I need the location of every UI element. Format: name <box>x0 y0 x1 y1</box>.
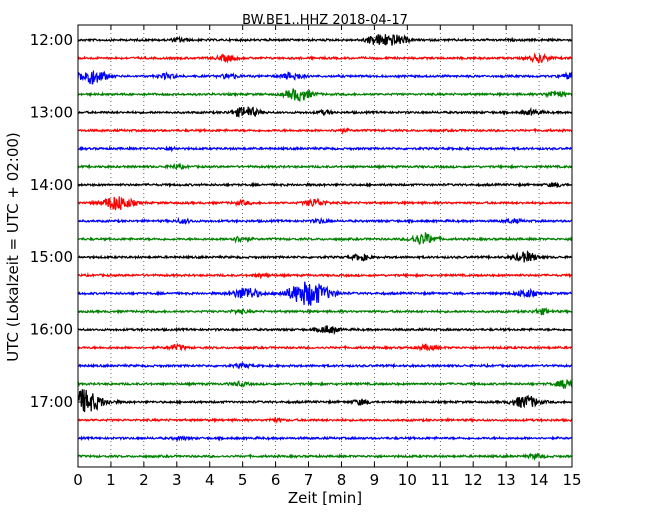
trace-1545 <box>77 307 573 316</box>
trace-1700 <box>77 389 573 413</box>
trace-1500 <box>77 250 573 263</box>
y-tick-label: 15:00 <box>30 248 73 266</box>
x-tick-label: 3 <box>172 471 182 489</box>
trace-1315 <box>77 127 573 135</box>
y-tick-label: 12:00 <box>30 31 73 49</box>
trace-1400 <box>77 181 573 188</box>
trace-1200 <box>77 33 573 46</box>
x-axis-label: Zeit [min] <box>288 489 362 507</box>
x-tick-label: 12 <box>464 471 483 489</box>
y-tick-label: 17:00 <box>30 393 73 411</box>
x-tick-label: 2 <box>139 471 149 489</box>
trace-1615 <box>77 342 573 352</box>
x-tick-label: 14 <box>530 471 549 489</box>
trace-1430 <box>77 216 573 225</box>
x-tick-label: 15 <box>562 471 581 489</box>
vertical-grid <box>110 25 540 467</box>
trace-1345 <box>77 162 573 170</box>
y-axis-label: UTC (Lokalzeit = UTC + 02:00) <box>4 132 22 362</box>
trace-1415 <box>77 196 573 211</box>
x-tick-label: 1 <box>106 471 116 489</box>
trace-1600 <box>77 325 573 336</box>
x-tick-label: 5 <box>238 471 248 489</box>
x-tick-label: 13 <box>497 471 516 489</box>
x-tick-label: 9 <box>370 471 380 489</box>
x-tick-label: 7 <box>304 471 314 489</box>
trace-1645 <box>77 378 573 390</box>
y-tick-label: 14:00 <box>30 176 73 194</box>
trace-1715 <box>77 416 573 425</box>
x-axis-ticks: 0 1 2 3 4 5 6 7 8 9 10 11 12 13 14 15 <box>73 25 582 489</box>
x-tick-label: 6 <box>271 471 281 489</box>
y-axis-ticks: 12:00 13:00 14:00 15:00 16:00 17:00 <box>30 31 572 411</box>
traces-group <box>77 33 573 462</box>
x-tick-label: 8 <box>337 471 347 489</box>
y-tick-label: 13:00 <box>30 103 73 121</box>
plot-frame <box>77 24 573 468</box>
trace-1515 <box>77 271 572 280</box>
chart-title: BW.BE1..HHZ 2018-04-17 <box>242 13 408 28</box>
y-tick-label: 16:00 <box>30 321 73 339</box>
x-tick-label: 10 <box>398 471 417 489</box>
trace-1445 <box>77 231 573 245</box>
trace-1530 <box>77 281 573 306</box>
x-tick-label: 11 <box>431 471 450 489</box>
trace-1730 <box>77 435 573 442</box>
trace-1300 <box>77 106 573 118</box>
x-tick-label: 4 <box>205 471 215 489</box>
trace-1330 <box>77 145 573 153</box>
trace-1745 <box>77 452 573 462</box>
x-tick-label: 0 <box>73 471 83 489</box>
trace-1630 <box>78 361 573 370</box>
trace-1245 <box>77 87 573 103</box>
trace-1215 <box>77 52 573 64</box>
trace-1230 <box>77 70 573 85</box>
